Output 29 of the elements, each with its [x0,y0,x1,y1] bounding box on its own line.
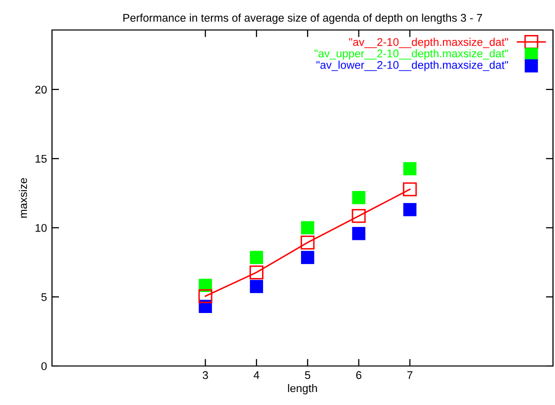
point [250,280,264,294]
point [300,236,315,250]
chart-title: Performance in terms of average size of agenda of depth on lengths 3 - 7 [123,14,482,24]
x-axis-title: length [288,384,317,394]
point [403,162,416,176]
point [198,289,212,304]
legend-label: "av_lower__2-10__depth.maxsize_dat" [316,60,508,72]
point [352,226,366,240]
y-tick-label: 10 [36,224,47,232]
x-tick-label: 3 [202,371,208,380]
legend-label: "av__2-10__depth.maxsize_dat" [349,38,508,48]
y-tick-label: 0 [41,362,47,370]
point [301,221,314,234]
x-tick-label: 4 [254,371,260,379]
point [352,209,366,223]
point [250,265,264,280]
y-tick-label: 20 [35,86,47,94]
x-tick-label: 6 [356,371,362,380]
point [352,190,366,204]
point [402,182,417,196]
y-tick-label: 5 [41,293,47,301]
x-tick-label: 7 [407,371,412,379]
point [250,250,264,264]
legend-label: "av_upper__2-10__depth.maxsize_dat" [314,49,508,60]
y-tick-label: 15 [36,154,47,163]
point [403,203,416,216]
x-tick-label: 5 [304,371,310,380]
point [301,250,314,264]
y-axis-title: maxsize [18,178,28,218]
